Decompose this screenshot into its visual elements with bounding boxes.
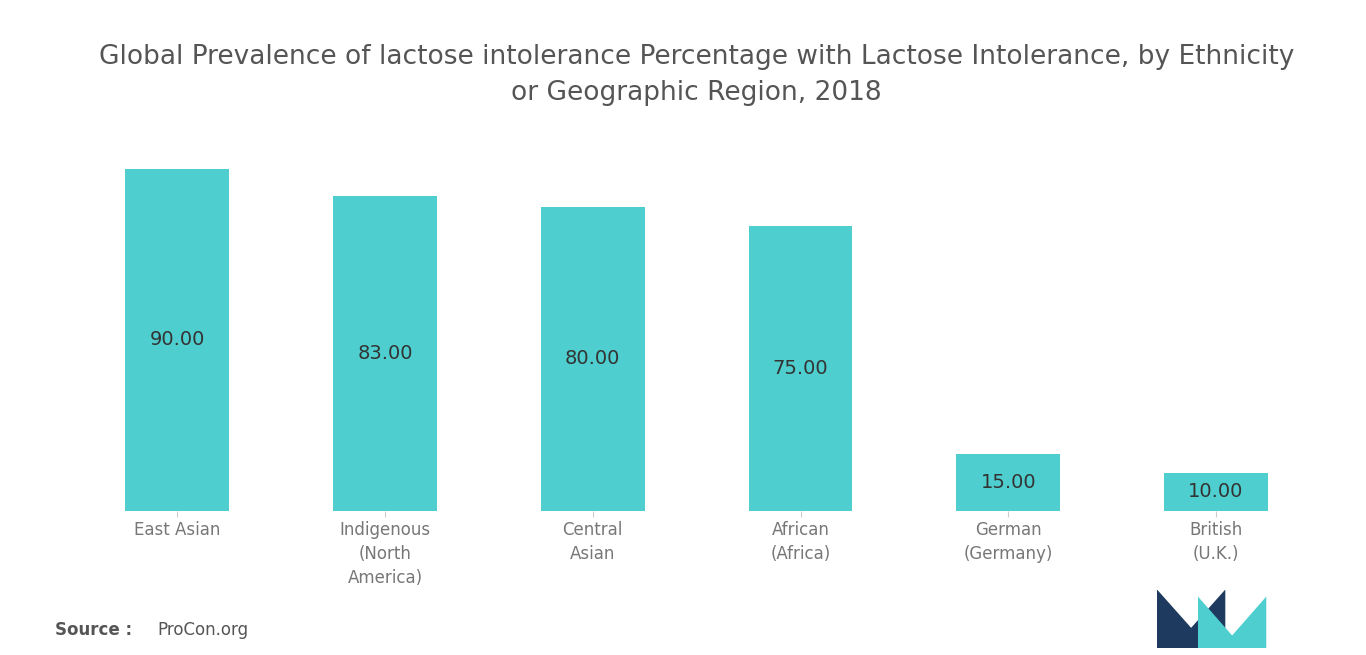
- Bar: [956, 454, 1060, 511]
- Bar: [1164, 473, 1268, 511]
- Text: 90.00: 90.00: [150, 330, 205, 350]
- Text: 10.00: 10.00: [1188, 482, 1243, 502]
- Text: 83.00: 83.00: [358, 344, 413, 363]
- Text: Source :: Source :: [55, 621, 131, 639]
- Text: 15.00: 15.00: [981, 473, 1035, 492]
- Bar: [333, 196, 437, 511]
- Bar: [749, 226, 852, 511]
- Bar: [126, 169, 229, 511]
- Text: ProCon.org: ProCon.org: [157, 621, 249, 639]
- Text: 80.00: 80.00: [566, 349, 620, 369]
- Polygon shape: [1157, 590, 1225, 648]
- Bar: [541, 207, 645, 511]
- Title: Global Prevalence of lactose intolerance Percentage with Lactose Intolerance, by: Global Prevalence of lactose intolerance…: [98, 45, 1295, 107]
- Polygon shape: [1198, 597, 1266, 648]
- Text: 75.00: 75.00: [773, 359, 828, 378]
